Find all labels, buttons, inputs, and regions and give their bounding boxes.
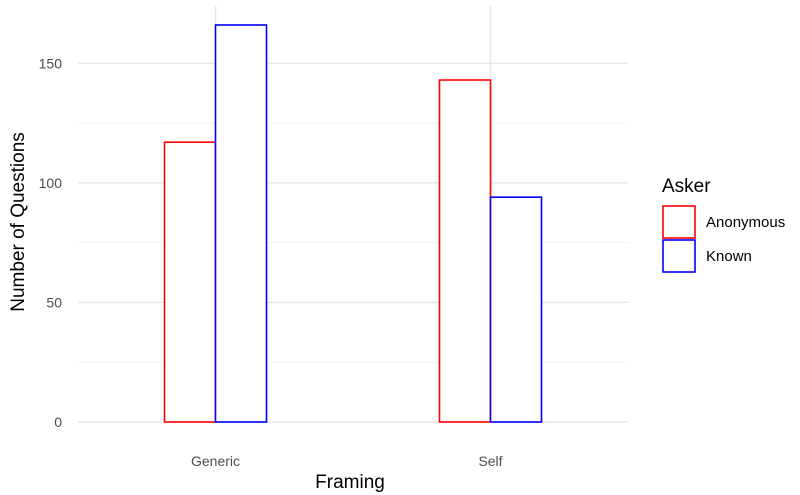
bar-known-self bbox=[489, 196, 543, 423]
legend-key-known bbox=[662, 239, 696, 273]
bars bbox=[163, 24, 543, 423]
y-axis-ticks: 0 50 100 150 bbox=[39, 55, 63, 430]
y-tick-label: 0 bbox=[54, 414, 62, 430]
y-tick-label: 50 bbox=[46, 294, 62, 310]
bar-anonymous-generic bbox=[163, 141, 217, 423]
x-axis-ticks: Generic Self bbox=[191, 453, 503, 469]
legend-label-anonymous: Anonymous bbox=[706, 214, 785, 231]
y-tick-label: 150 bbox=[39, 55, 63, 71]
legend-key-anonymous bbox=[662, 205, 696, 239]
y-axis-title: Number of Questions bbox=[8, 132, 29, 312]
x-tick-label: Self bbox=[478, 453, 502, 469]
y-tick-label: 100 bbox=[39, 175, 63, 191]
grid-lines bbox=[78, 6, 628, 423]
x-axis-title: Framing bbox=[315, 472, 385, 493]
legend-label-known: Known bbox=[706, 248, 752, 265]
bar-anonymous-self bbox=[438, 79, 492, 423]
legend-title: Asker bbox=[662, 176, 711, 197]
legend-items: Anonymous Known bbox=[662, 205, 785, 273]
bar-known-generic bbox=[214, 24, 268, 423]
x-tick-label: Generic bbox=[191, 453, 240, 469]
legend: Asker Anonymous Known bbox=[662, 176, 785, 273]
